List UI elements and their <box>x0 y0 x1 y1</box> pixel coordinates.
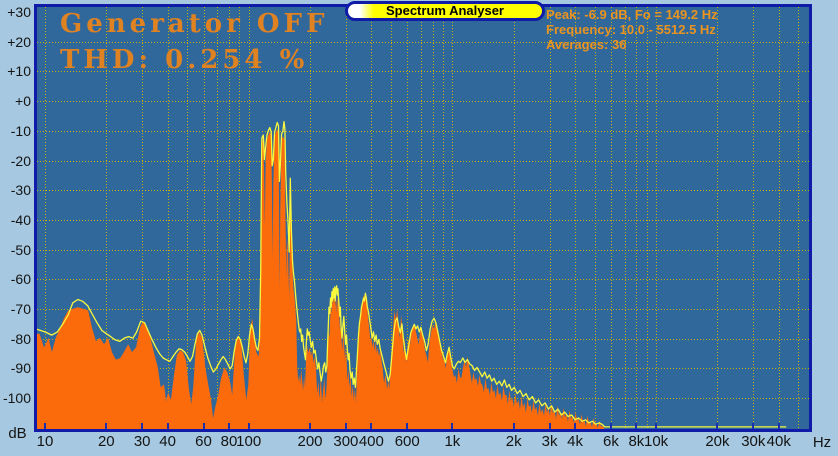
spectrum-fill <box>37 129 605 429</box>
x-tick-label: 400 <box>358 433 384 450</box>
y-tick-label: +30 <box>7 4 31 20</box>
y-tick-label: -30 <box>10 182 31 199</box>
x-tick-label: 300 <box>333 433 359 450</box>
y-tick-label: -10 <box>10 122 31 139</box>
y-tick-label: -50 <box>10 241 31 258</box>
x-tick-label: 8k <box>628 433 645 450</box>
frequency-range-readout: Frequency: 10.0 - 5512.5 Hz <box>546 22 716 37</box>
x-tick-label: 10k <box>644 433 669 450</box>
thd-readout-text: THD: 0.254 % <box>60 45 309 75</box>
y-tick-label: +0 <box>15 93 31 110</box>
x-tick-label: 40 <box>159 433 176 450</box>
y-tick-label: -20 <box>10 152 31 169</box>
title-pill-label: Spectrum Analyser <box>385 3 504 18</box>
x-tick-label: 4k <box>567 433 583 450</box>
x-tick-label: 30k <box>741 433 766 450</box>
y-tick-label: -100 <box>2 390 31 407</box>
x-axis-unit-label: Hz <box>812 434 832 451</box>
x-tick-label: 600 <box>394 433 420 450</box>
y-tick-label: +10 <box>7 63 31 80</box>
averages-readout: Averages: 36 <box>546 37 627 52</box>
x-tick-label: 20 <box>97 433 115 450</box>
y-tick-label: -90 <box>10 360 31 377</box>
average-trace <box>37 120 787 428</box>
x-tick-label: 1k <box>444 433 461 450</box>
x-tick-label: 3k <box>541 433 558 450</box>
y-tick-label: -60 <box>10 271 31 288</box>
y-tick-label: -40 <box>10 211 31 228</box>
x-tick-label: 30 <box>133 433 151 450</box>
y-tick-label: -70 <box>10 301 31 317</box>
generator-status-text: Generator OFF <box>60 9 329 39</box>
peak-readout: Peak: -6.9 dB, Fo = 149.2 Hz <box>546 7 718 22</box>
y-tick-label: +20 <box>7 33 31 50</box>
x-tick-label: 200 <box>297 433 323 450</box>
x-tick-label: 6k <box>602 433 619 450</box>
x-tick-label: 40k <box>766 433 791 450</box>
measurement-readouts: Peak: -6.9 dB, Fo = 149.2 Hz Frequency: … <box>546 7 718 52</box>
x-tick-label: 60 <box>195 433 212 450</box>
y-tick-label: -80 <box>10 330 31 347</box>
y-axis-unit-label: dB <box>8 425 27 442</box>
x-tick-label: 20k <box>705 433 730 450</box>
title-pill-button[interactable]: Spectrum Analyser <box>345 1 545 21</box>
x-tick-label: 2k <box>505 433 522 450</box>
x-tick-label: 10 <box>36 433 54 450</box>
x-tick-label: 80 <box>220 433 238 450</box>
x-tick-label: 100 <box>236 433 262 450</box>
